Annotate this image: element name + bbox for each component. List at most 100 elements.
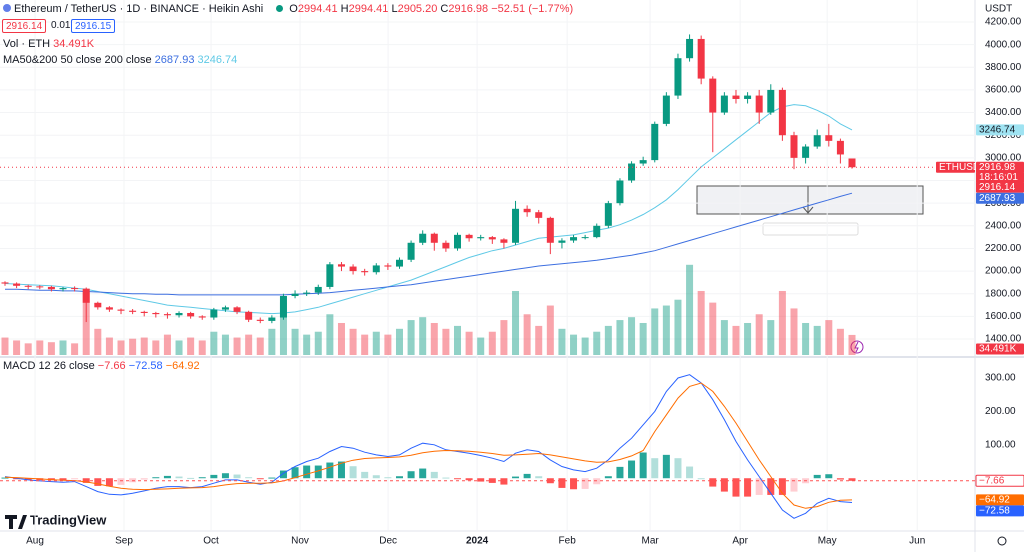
macd-histogram-bar xyxy=(813,474,821,479)
candle-body xyxy=(454,234,462,249)
sell-button[interactable]: 2916.14 xyxy=(2,19,47,33)
candle-body xyxy=(442,242,450,249)
candle-body xyxy=(71,288,79,290)
candle-body xyxy=(593,225,601,238)
candle-body xyxy=(361,271,369,273)
volume-bar xyxy=(349,328,357,355)
macd-histogram-bar xyxy=(71,478,79,480)
macd-histogram-bar xyxy=(848,478,856,481)
candle-body xyxy=(1,282,9,284)
volume-bar xyxy=(836,328,844,355)
macd-histogram-bar xyxy=(337,461,345,479)
currency[interactable]: USDT xyxy=(985,4,1012,15)
macd-histogram-bar xyxy=(430,471,438,479)
candle-body xyxy=(488,237,496,240)
macd-histogram-bar xyxy=(117,478,125,485)
settings-icon[interactable] xyxy=(997,536,1007,546)
macd-badge-bg xyxy=(976,505,1024,517)
x-tick-label: May xyxy=(818,536,837,547)
candle-body xyxy=(210,309,218,318)
symbol-badge-bg xyxy=(936,161,975,173)
macd-histogram-bar xyxy=(709,478,717,487)
candle-body xyxy=(326,264,334,287)
volume-bar xyxy=(47,342,55,355)
x-tick-label: Jun xyxy=(909,536,925,547)
y-tick-label: 4000.00 xyxy=(985,39,1022,50)
macd-tick-label: 100.00 xyxy=(985,439,1016,450)
candle-body xyxy=(198,316,206,318)
candle-body xyxy=(13,283,21,286)
last-price-badge-bg xyxy=(976,161,1024,173)
volume-bar xyxy=(105,337,113,355)
last-price-badge: 2916.98 xyxy=(979,162,1016,173)
macd-hist-value: −7.66 xyxy=(97,360,126,372)
volume-bar xyxy=(616,320,624,355)
volume-bar xyxy=(140,337,148,355)
macd-histogram-bar xyxy=(314,465,322,479)
symbol[interactable]: Ethereum / TetherUS · 1D · BINANCE · Hei… xyxy=(14,3,264,15)
macd-hist-badge: −7.66 xyxy=(979,475,1005,486)
macd-histogram-bar xyxy=(291,467,299,479)
macd-histogram-bar xyxy=(674,458,682,479)
macd-histogram-bar xyxy=(256,478,264,480)
macd-histogram-bar xyxy=(395,476,403,479)
macd-histogram-bar xyxy=(303,465,311,479)
buy-button[interactable]: 2916.15 xyxy=(71,19,116,33)
volume-bar xyxy=(372,331,380,355)
volume-badge: 34.491K xyxy=(979,344,1017,355)
ma50-value: 3246.74 xyxy=(197,54,238,66)
candle-body xyxy=(419,233,427,243)
macd-histogram-bar xyxy=(454,478,462,480)
candle-body xyxy=(767,89,775,113)
volume-bar xyxy=(94,328,102,355)
y-tick-label: 2000.00 xyxy=(985,266,1022,277)
signal-value: −64.92 xyxy=(165,360,200,372)
candle-body xyxy=(477,237,485,239)
event-icon-bolt xyxy=(854,341,859,353)
macd-histogram-bar xyxy=(129,478,137,483)
candle-body xyxy=(47,286,55,290)
candle-body xyxy=(813,135,821,147)
y-tick-label: 2200.00 xyxy=(985,243,1022,254)
macd-histogram-bar xyxy=(233,474,241,479)
macd-histogram-bar xyxy=(581,478,589,489)
signal-badge-bg xyxy=(976,494,1024,506)
volume-bar xyxy=(813,325,821,355)
candle-body xyxy=(187,312,195,317)
x-tick-label: Mar xyxy=(641,536,659,547)
volume-bar xyxy=(13,340,21,355)
candle-body xyxy=(384,265,392,267)
event-icon[interactable] xyxy=(850,340,864,354)
macd-hist-badge-bg xyxy=(975,474,1024,487)
volume-bar xyxy=(778,290,786,355)
y-tick-label: 1600.00 xyxy=(985,311,1022,322)
macd-histogram-bar xyxy=(140,478,148,480)
candle-body xyxy=(836,140,844,155)
macd-histogram-bar xyxy=(13,478,21,480)
ma50-badge: 3246.74 xyxy=(979,125,1016,136)
x-tick-label: Nov xyxy=(291,536,309,547)
ma200-badge: 2687.93 xyxy=(979,193,1016,204)
volume-bar xyxy=(825,320,833,355)
symbol-row: Ethereum / TetherUS · 1D · BINANCE · Hei… xyxy=(3,2,573,16)
ohlc-close: 2916.98 xyxy=(448,3,489,15)
macd-histogram-bar xyxy=(268,477,276,479)
macd-histogram-bar xyxy=(755,478,763,495)
measure-box[interactable] xyxy=(696,185,924,215)
macd-histogram-bar xyxy=(24,478,32,480)
volume-bar xyxy=(279,302,287,355)
macd-histogram-bar xyxy=(639,452,647,479)
candle-body xyxy=(639,160,647,164)
ohlc-h: H xyxy=(340,3,349,15)
macd-histogram-bar xyxy=(500,478,508,485)
macd-histogram-bar xyxy=(628,460,636,479)
macd-histogram-bar xyxy=(152,477,160,479)
candle-body xyxy=(314,286,322,293)
candle-body xyxy=(105,307,113,310)
countdown-badge-bg xyxy=(976,171,1024,183)
volume-bar xyxy=(535,325,543,355)
candle-body xyxy=(686,38,694,59)
macd-histogram-bar xyxy=(279,470,287,479)
candle-body xyxy=(163,314,171,316)
